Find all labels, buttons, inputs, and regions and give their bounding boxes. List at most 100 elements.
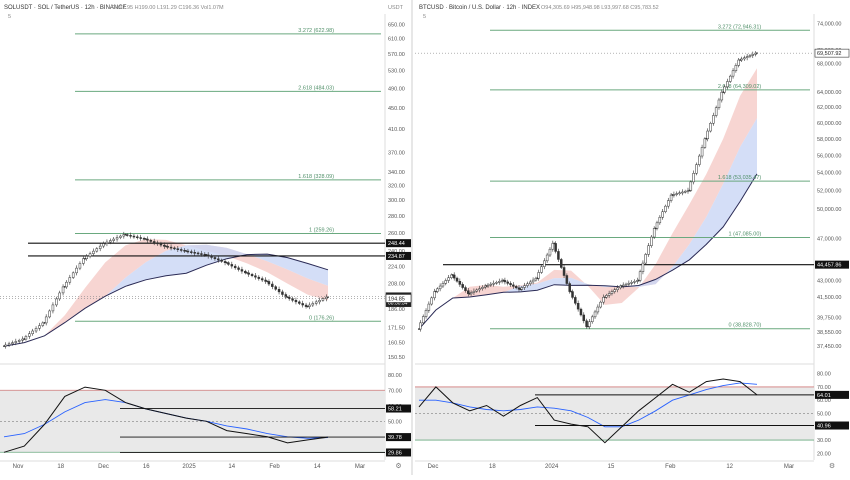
sol-candle-body xyxy=(237,267,240,270)
sol-rsi-level-label: 39.78 xyxy=(388,435,402,441)
btc-candle-body xyxy=(557,251,560,260)
btc-candle-body xyxy=(543,260,546,267)
sol-candle-body xyxy=(105,241,109,244)
btc-candle-body xyxy=(588,321,591,327)
btc-candle-body xyxy=(450,274,453,278)
btc-price-point xyxy=(418,328,420,330)
sol-candle-body xyxy=(308,304,311,307)
btc-candle-body xyxy=(731,70,735,77)
sol-fib-label: 1.618 (328.09) xyxy=(298,174,334,180)
sol-price-point xyxy=(23,338,26,340)
btc-ytick-label: 58,000.00 xyxy=(817,137,841,143)
btc-candle-body xyxy=(610,291,614,294)
btc-price-point xyxy=(705,137,708,140)
btc-chart: 74,000.0070,000.0068,000.0064,000.0062,0… xyxy=(415,14,850,470)
btc-candle-body xyxy=(650,236,653,246)
sol-price-point xyxy=(205,253,208,256)
sol-candle-body xyxy=(274,286,277,290)
sol-xtick-label: 14 xyxy=(314,464,321,470)
btc-candle-body xyxy=(678,192,681,195)
btc-ytick-label: 60,000.00 xyxy=(817,121,841,127)
btc-candle-body xyxy=(495,282,498,284)
sol-candle-body xyxy=(166,246,169,248)
btc-candle-body xyxy=(489,283,493,286)
sol-ytick-label: 160.50 xyxy=(388,341,405,347)
sol-xtick-label: Mar xyxy=(355,464,365,470)
btc-candle-body xyxy=(652,228,656,238)
btc-fib-label: 3.272 (72,946.31) xyxy=(718,24,762,30)
sol-ribbon-blue xyxy=(4,244,328,347)
sol-candle-body xyxy=(55,298,58,306)
sol-candle-body xyxy=(71,272,75,278)
btc-candle-body xyxy=(433,291,436,299)
sol-candle-body xyxy=(179,249,183,251)
sol-candle-body xyxy=(227,262,230,265)
btc-candle-body xyxy=(444,280,448,284)
btc-candle-body xyxy=(627,282,631,285)
sol-rsi-line xyxy=(3,386,329,453)
btc-candle-body xyxy=(548,248,552,256)
btc-candle-body xyxy=(661,211,664,218)
sol-fib-label: 3.272 (622.98) xyxy=(298,28,334,34)
sol-ytick-label: 340.00 xyxy=(388,170,405,176)
sol-candle-body xyxy=(206,254,210,257)
btc-candle-body xyxy=(723,86,726,93)
sol-candle-body xyxy=(14,341,18,343)
sol-candle-body xyxy=(142,238,146,240)
sol-xtick-label: 14 xyxy=(228,464,235,470)
btc-settings-icon: ⚙ xyxy=(829,462,835,470)
sol-ytick-label: 280.00 xyxy=(388,214,405,220)
sol-candle-body xyxy=(31,330,34,334)
sol-ytick-label: 171.50 xyxy=(388,326,405,332)
sol-candle-body xyxy=(139,237,142,239)
btc-level-tag xyxy=(815,260,849,269)
btc-candle-body xyxy=(582,314,586,322)
sol-candle-body xyxy=(92,250,95,254)
sol-candle-body xyxy=(220,259,223,262)
sol-candle-body xyxy=(152,241,156,243)
sol-price-point xyxy=(104,242,107,245)
sol-candle-body xyxy=(38,325,41,329)
btc-candle-body xyxy=(464,287,467,291)
btc-rsi-tick: 70.00 xyxy=(817,385,831,391)
btc-xtick-label: Feb xyxy=(665,464,676,470)
btc-xtick-label: Dec xyxy=(428,464,439,470)
sol-rsi-level-tag xyxy=(386,433,411,442)
sol-candle-body xyxy=(82,258,85,264)
btc-candle-body xyxy=(745,56,749,59)
btc-candle-body xyxy=(458,281,462,285)
sol-ytick-label: 320.00 xyxy=(388,184,405,190)
btc-ma-line xyxy=(418,173,758,330)
btc-price-point xyxy=(620,285,623,287)
btc-candle-body xyxy=(438,285,442,290)
sol-candle-body xyxy=(41,322,45,326)
btc-candle-body xyxy=(481,287,484,289)
btc-price-point xyxy=(587,325,589,328)
btc-candle-body xyxy=(734,65,738,72)
btc-candle-body xyxy=(545,254,549,262)
btc-xtick-label: 18 xyxy=(489,464,496,470)
btc-candle-body xyxy=(630,282,633,284)
btc-candle-body xyxy=(675,193,678,195)
sol-candle-body xyxy=(267,281,271,285)
btc-candle-body xyxy=(590,316,594,322)
sol-candle-body xyxy=(51,304,55,312)
sol-xtick-label: 16 xyxy=(143,464,150,470)
sol-candle-body xyxy=(250,274,254,276)
btc-candle-body xyxy=(607,293,611,296)
btc-candle-body xyxy=(512,284,515,287)
sol-candle-body xyxy=(75,267,78,274)
sol-price-point xyxy=(306,305,309,308)
btc-candle-body xyxy=(475,289,478,292)
sol-price-point xyxy=(286,296,289,299)
btc-ytick-label: 47,000.00 xyxy=(817,236,841,242)
btc-candle-body xyxy=(554,243,557,252)
btc-candle-body xyxy=(720,91,724,101)
btc-candle-body xyxy=(709,123,712,132)
btc-price-point xyxy=(451,274,454,276)
btc-price-point xyxy=(637,279,640,282)
btc-candle-body xyxy=(529,281,532,285)
btc-ytick-label: 74,000.00 xyxy=(817,21,841,27)
btc-price-point xyxy=(536,277,539,280)
sol-candle-body xyxy=(48,310,51,318)
